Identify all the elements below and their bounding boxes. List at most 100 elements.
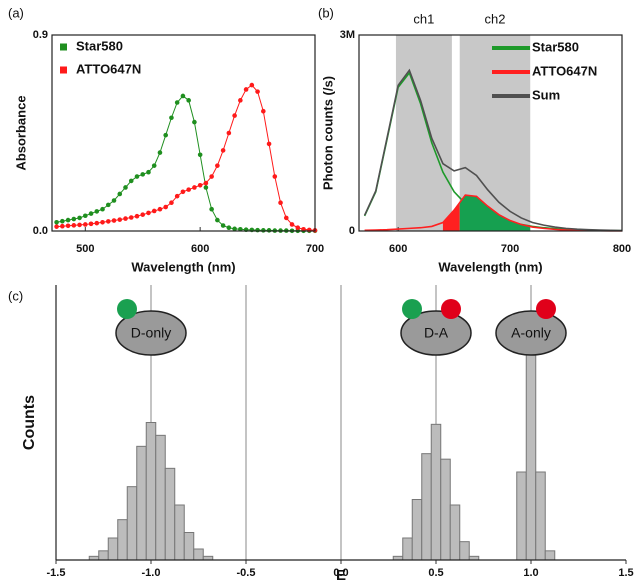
x-tick-label: -0.5 — [237, 567, 256, 579]
y-axis-title: Absorbance — [13, 95, 28, 170]
marker — [226, 130, 232, 136]
channel-band — [395, 35, 452, 231]
marker — [255, 89, 260, 94]
bar — [98, 550, 109, 561]
marker — [289, 222, 295, 227]
marker — [238, 98, 243, 103]
marker — [215, 217, 220, 223]
y-tick-label: 3M — [340, 29, 355, 41]
marker — [232, 113, 237, 118]
marker — [283, 215, 289, 221]
y-axis-title: Counts — [21, 395, 38, 450]
marker — [83, 213, 88, 219]
dye-dot — [441, 299, 461, 319]
marker — [65, 217, 71, 223]
marker — [174, 193, 180, 199]
marker — [163, 132, 168, 138]
marker — [295, 225, 301, 231]
area-fill — [442, 202, 460, 231]
legend-label: ATTO647N — [532, 63, 597, 78]
bar — [402, 537, 413, 561]
marker — [197, 182, 203, 188]
marker — [88, 211, 94, 216]
bar — [421, 453, 432, 561]
legend-label: Star580 — [76, 38, 123, 53]
x-tick-label: 700 — [501, 243, 519, 255]
marker — [146, 210, 151, 216]
marker — [220, 223, 226, 228]
marker — [71, 223, 77, 228]
bar — [193, 548, 204, 561]
marker — [169, 115, 174, 121]
marker — [83, 222, 88, 227]
marker — [209, 206, 214, 212]
marker — [54, 219, 59, 225]
marker — [197, 152, 203, 158]
marker — [60, 223, 65, 229]
panel-label: (c) — [8, 288, 23, 303]
x-tick-label: -1.0 — [142, 567, 161, 579]
marker — [77, 222, 82, 228]
x-axis-title: Wavelength (nm) — [438, 259, 542, 274]
marker — [54, 224, 59, 229]
x-tick-label: 600 — [389, 243, 407, 255]
x-tick-label: 500 — [76, 243, 94, 255]
plot-frame — [358, 34, 623, 232]
marker — [232, 226, 237, 232]
series-line — [56, 84, 316, 231]
marker — [140, 212, 146, 217]
x-tick-label: 600 — [191, 243, 209, 255]
marker — [169, 200, 174, 205]
marker — [203, 185, 209, 190]
bar — [459, 541, 470, 561]
state-icon — [115, 310, 187, 356]
bar — [183, 532, 195, 561]
y-tick-label: 0 — [349, 225, 355, 237]
legend-label: Sum — [532, 87, 560, 102]
state-label: A-only — [511, 325, 551, 341]
panel-label: (a) — [8, 5, 24, 20]
marker — [151, 163, 157, 168]
bar — [126, 486, 138, 561]
x-tick-label: 1.0 — [523, 567, 538, 579]
marker — [60, 218, 65, 224]
marker — [123, 216, 128, 221]
marker — [192, 185, 197, 190]
bar — [164, 467, 176, 561]
legend-label: Star580 — [532, 39, 579, 54]
bar — [145, 422, 157, 561]
dye-dot — [536, 299, 556, 319]
marker — [111, 198, 117, 203]
marker — [157, 150, 163, 155]
marker — [128, 178, 134, 184]
marker — [65, 223, 71, 229]
marker — [71, 216, 77, 222]
marker — [163, 204, 168, 210]
x-axis-title: Wavelength (nm) — [131, 259, 235, 274]
marker — [261, 108, 266, 114]
marker — [134, 174, 140, 179]
marker — [278, 200, 283, 205]
bar — [430, 423, 442, 561]
x-tick-label: 0.0 — [333, 567, 348, 579]
y-tick-label: 0.9 — [33, 29, 48, 41]
state-icon — [495, 310, 567, 356]
channel-label: ch1 — [413, 11, 434, 26]
bar — [174, 504, 185, 561]
dye-dot — [117, 299, 137, 319]
x-tick-label: 1.5 — [618, 567, 633, 579]
marker — [186, 98, 191, 103]
marker — [100, 206, 105, 212]
state-label: D-only — [131, 325, 171, 341]
bar — [516, 471, 527, 561]
x-tick-label: 0.5 — [428, 567, 443, 579]
bar — [107, 537, 119, 561]
marker — [266, 141, 272, 147]
marker — [203, 180, 209, 186]
marker — [261, 228, 266, 233]
marker — [174, 100, 180, 105]
marker — [128, 215, 134, 220]
channel-label: ch2 — [484, 11, 505, 26]
bar — [117, 519, 128, 561]
